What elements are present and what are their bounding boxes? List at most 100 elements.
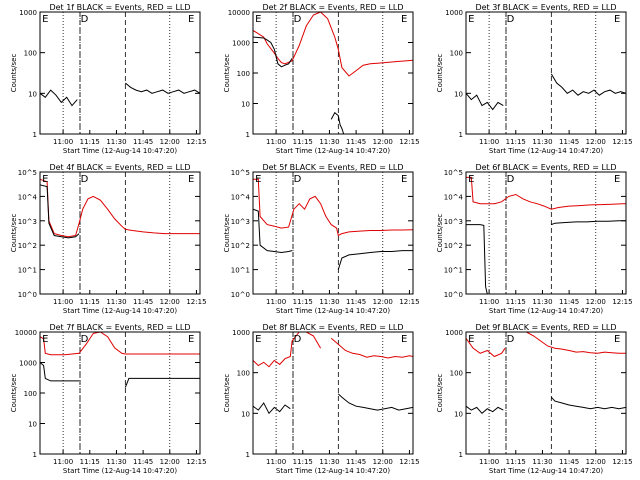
series-line-lld <box>526 331 626 354</box>
series-line-events <box>252 36 293 68</box>
series-line-lld <box>330 337 414 359</box>
x-tick-label: 12:15 <box>612 138 632 146</box>
y-axis-label: Counts/sec <box>10 214 18 253</box>
panel-det-4: Det 4f BLACK = Events, RED = LLD 10^0 10^1… <box>10 163 207 315</box>
x-axis-label: Start Time (12-Aug-14 10:47:20) <box>276 147 390 155</box>
y-tick-label: 100 <box>237 70 250 78</box>
y-tick-label: 10^2 <box>444 242 463 250</box>
panel-title: Det 5f BLACK = Events, RED = LLD <box>262 163 403 172</box>
y-axis-label: Counts/sec <box>436 374 444 413</box>
x-axis-label: Start Time (12-Aug-14 10:47:20) <box>63 307 177 315</box>
attenuator-marker: E <box>401 174 407 185</box>
panel-title: Det 7f BLACK = Events, RED = LLD <box>49 323 190 332</box>
panel-title: Det 2f BLACK = Events, RED = LLD <box>262 3 403 12</box>
attenuator-marker: E <box>401 334 407 345</box>
y-tick-label: 10^3 <box>18 218 37 226</box>
attenuator-marker: D <box>507 14 515 25</box>
y-tick-label: 10^5 <box>444 169 463 177</box>
series-line-events <box>466 224 488 295</box>
series-line-lld <box>466 176 626 210</box>
x-tick-label: 11:30 <box>319 298 339 306</box>
x-tick-label: 11:15 <box>506 458 526 466</box>
x-tick-label: 11:15 <box>80 298 100 306</box>
x-tick-label: 12:00 <box>160 458 180 466</box>
x-tick-label: 11:30 <box>106 298 126 306</box>
x-tick-label: 12:15 <box>612 298 632 306</box>
panel-det-3: Det 3f BLACK = Events, RED = LLD 1 10 100 10… <box>436 3 633 155</box>
x-tick-label: 11:15 <box>293 298 313 306</box>
y-tick-label: 10^4 <box>444 193 464 201</box>
attenuator-marker: E <box>255 174 261 185</box>
plot-frame <box>465 11 627 135</box>
panel-det-5: Det 5f BLACK = Events, RED = LLD 10^0 10^1… <box>223 163 420 315</box>
attenuator-marker: E <box>42 174 48 185</box>
y-tick-label: 1 <box>459 131 463 139</box>
series-line-events <box>465 405 504 414</box>
x-tick-label: 11:30 <box>532 458 552 466</box>
y-tick-label: 10 <box>454 410 463 418</box>
x-tick-label: 11:15 <box>293 138 313 146</box>
attenuator-marker: E <box>42 14 48 25</box>
y-tick-label: 10^1 <box>18 267 37 275</box>
plot-frame <box>252 171 414 295</box>
x-tick-label: 11:15 <box>506 298 526 306</box>
x-tick-label: 11:15 <box>506 138 526 146</box>
panel-title: Det 1f BLACK = Events, RED = LLD <box>49 3 190 12</box>
series-line-events <box>330 111 345 135</box>
attenuator-marker: D <box>507 334 515 345</box>
plot-frame <box>252 331 414 455</box>
x-tick-label: 12:00 <box>586 458 606 466</box>
y-tick-label: 10^1 <box>231 267 250 275</box>
series-line-events <box>39 362 80 382</box>
x-tick-label: 12:00 <box>373 138 393 146</box>
x-tick-label: 12:15 <box>186 298 206 306</box>
series-line-events <box>39 184 80 239</box>
attenuator-marker: E <box>188 14 194 25</box>
series-line-events <box>337 250 413 270</box>
y-tick-label: 10^0 <box>18 291 37 299</box>
panel-title: Det 4f BLACK = Events, RED = LLD <box>49 163 190 172</box>
y-axis-label: Counts/sec <box>10 54 18 93</box>
series-line-events <box>252 208 293 254</box>
x-tick-label: 11:45 <box>133 298 153 306</box>
y-tick-label: 10^0 <box>444 291 463 299</box>
x-tick-label: 11:45 <box>559 458 579 466</box>
series-line-lld <box>252 11 414 77</box>
x-tick-label: 11:45 <box>346 458 366 466</box>
y-tick-label: 1000 <box>19 360 37 368</box>
attenuator-marker: E <box>401 14 407 25</box>
x-tick-label: 12:15 <box>612 458 632 466</box>
x-tick-label: 12:15 <box>186 458 206 466</box>
attenuator-marker: E <box>255 14 261 25</box>
x-tick-label: 11:00 <box>479 458 499 466</box>
series-line-events <box>550 396 627 410</box>
panel-title: Det 8f BLACK = Events, RED = LLD <box>262 323 403 332</box>
attenuator-marker: E <box>188 334 194 345</box>
y-tick-label: 10 <box>28 90 37 98</box>
attenuator-marker: D <box>507 174 515 185</box>
x-axis-label: Start Time (12-Aug-14 10:47:20) <box>276 467 390 475</box>
x-tick-label: 11:15 <box>80 138 100 146</box>
panel-det-2: Det 2f BLACK = Events, RED = LLD 1 10 100 10… <box>223 3 420 155</box>
y-axis-label: Counts/sec <box>223 374 231 413</box>
x-tick-label: 12:15 <box>399 138 419 146</box>
x-tick-label: 11:00 <box>266 458 286 466</box>
series-line-events <box>337 393 414 411</box>
y-tick-label: 1000 <box>232 40 250 48</box>
series-line-events <box>465 92 504 111</box>
y-tick-label: 10 <box>454 90 463 98</box>
attenuator-marker: D <box>294 334 302 345</box>
x-tick-label: 11:45 <box>559 298 579 306</box>
attenuator-marker: E <box>468 334 474 345</box>
y-tick-label: 100 <box>24 50 37 58</box>
x-tick-label: 11:45 <box>346 298 366 306</box>
x-tick-label: 11:30 <box>106 138 126 146</box>
series-line-events <box>252 402 291 415</box>
y-tick-label: 1 <box>33 131 37 139</box>
x-tick-label: 11:00 <box>266 138 286 146</box>
x-tick-label: 11:00 <box>53 298 73 306</box>
x-axis-label: Start Time (12-Aug-14 10:47:20) <box>489 467 603 475</box>
y-tick-label: 1000 <box>445 9 463 17</box>
x-tick-label: 12:00 <box>586 138 606 146</box>
y-tick-label: 10^4 <box>231 193 251 201</box>
